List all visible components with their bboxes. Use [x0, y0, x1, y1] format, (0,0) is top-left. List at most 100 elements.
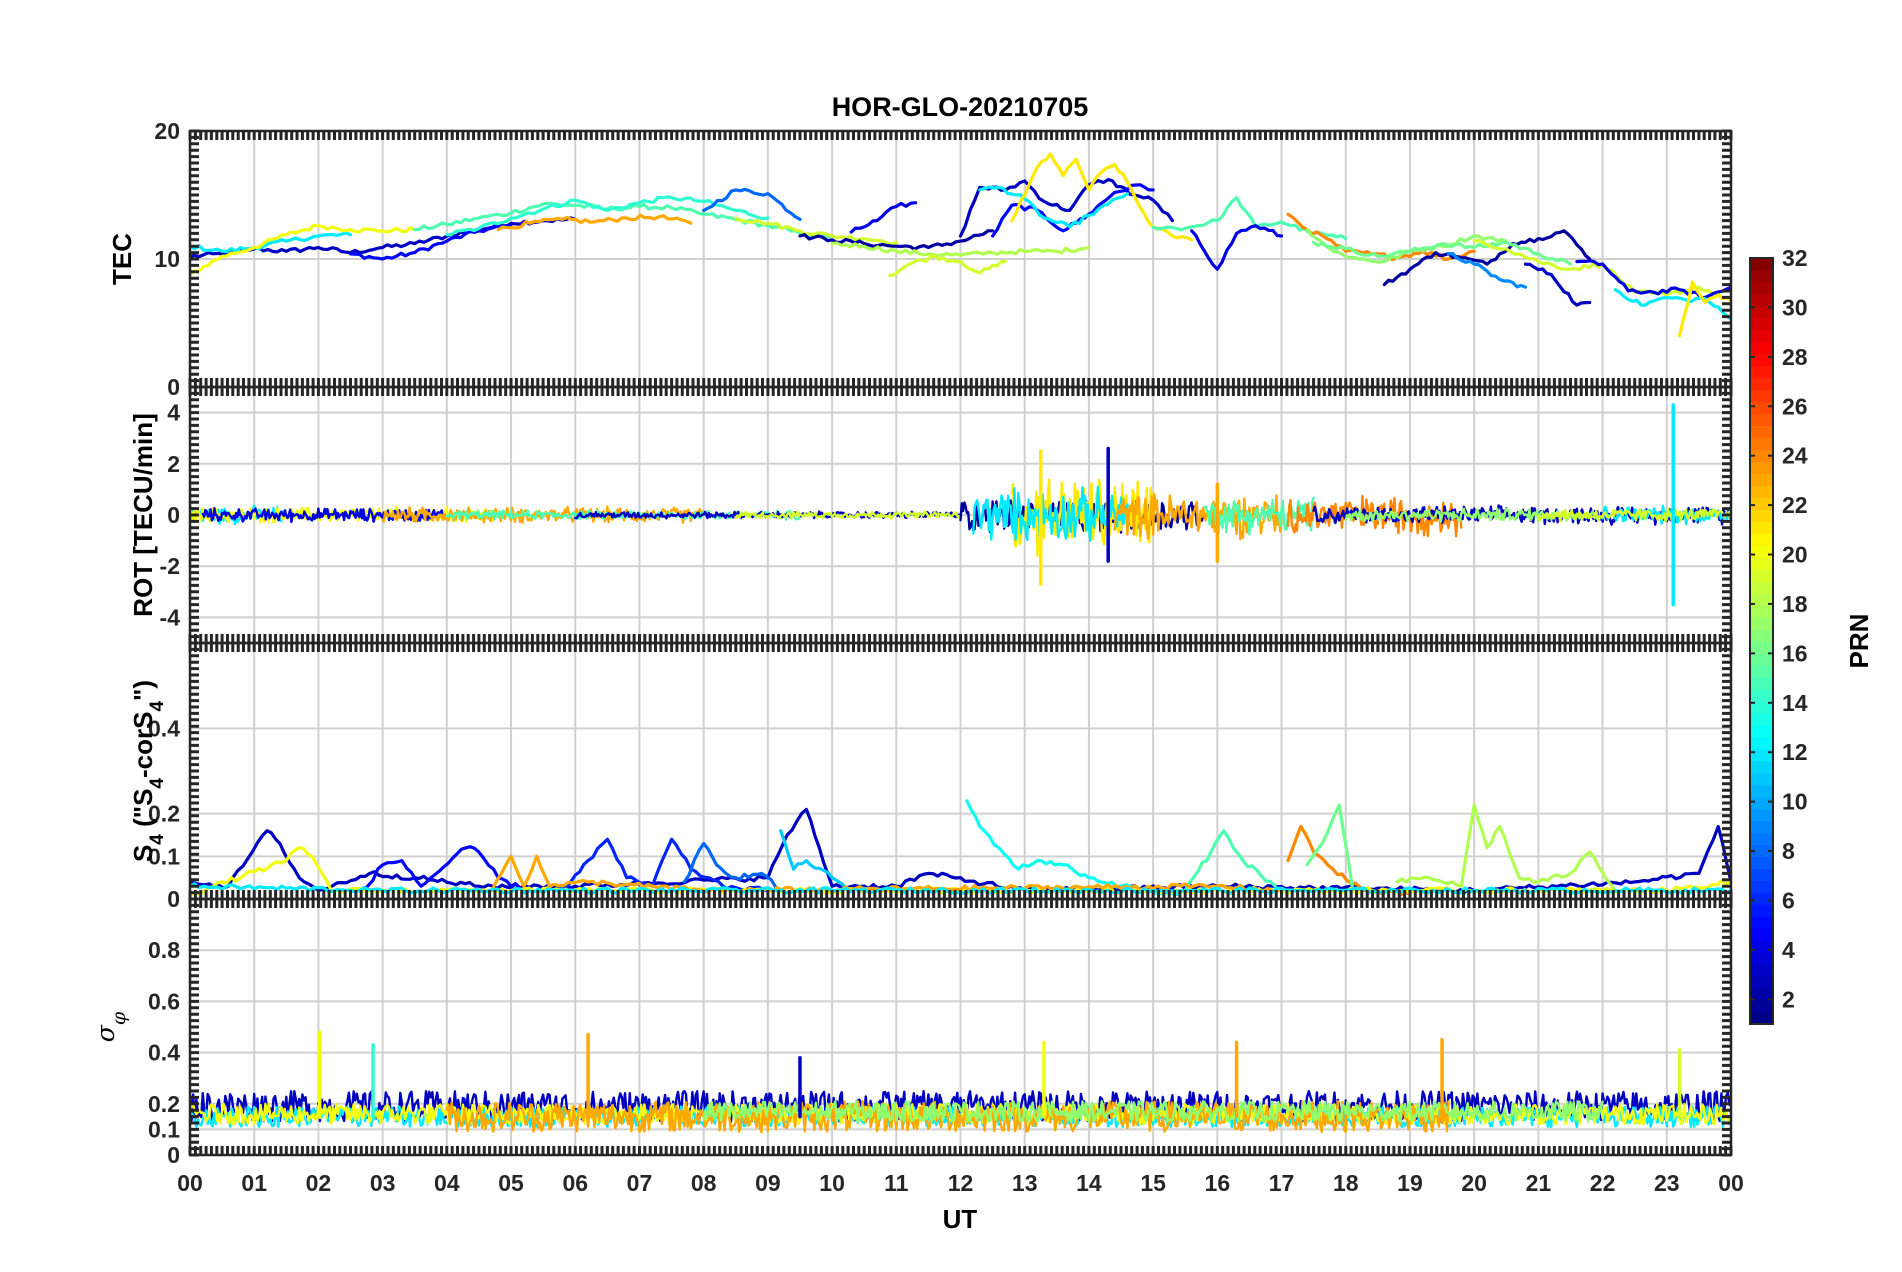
series-line [1190, 224, 1284, 271]
y-label-tec: TEC [107, 233, 137, 285]
colorbar-tick-label: 8 [1782, 838, 1795, 864]
colorbar-cell [1750, 449, 1773, 463]
y-tick-label: 10 [154, 246, 180, 272]
series-line [1286, 212, 1476, 262]
colorbar-cell [1750, 964, 1773, 977]
colorbar-cell [1750, 557, 1773, 570]
colorbar-label: PRN [1844, 614, 1874, 669]
y-tick-label: 20 [154, 118, 180, 144]
colorbar-tick-label: 20 [1782, 542, 1808, 568]
colorbar-cell [1750, 664, 1773, 678]
colorbar-cell [1750, 258, 1773, 271]
series-burst [190, 505, 500, 524]
colorbar-cell [1750, 581, 1773, 594]
series-line [190, 223, 417, 276]
x-tick-label: 13 [1012, 1170, 1038, 1196]
colorbar-tick-label: 4 [1782, 937, 1795, 963]
x-tick-label: 11 [884, 1170, 909, 1196]
y-label-s4: S4 ("S4-corS4") [128, 680, 168, 862]
colorbar-cell [1750, 425, 1773, 439]
x-tick-label: 04 [434, 1170, 460, 1196]
colorbar-tick-label: 12 [1782, 739, 1808, 765]
y-tick-label: 0.1 [148, 843, 180, 869]
colorbar-cell [1750, 832, 1773, 846]
colorbar-cell [1750, 533, 1773, 546]
y-tick-label: 4 [167, 400, 180, 426]
colorbar-cell [1750, 269, 1773, 283]
colorbar-cell [1750, 485, 1773, 498]
colorbar-tick-label: 32 [1782, 245, 1808, 271]
series-burst [972, 485, 1129, 542]
colorbar-cell [1750, 593, 1773, 606]
y-label-s4-part: 4 [147, 701, 168, 712]
x-tick-label: 21 [1526, 1170, 1552, 1196]
colorbar-cell [1750, 413, 1773, 427]
y-tick-label: 2 [167, 451, 180, 477]
y-tick-label: -2 [160, 553, 180, 579]
panel-tec: 0 10 20 [154, 118, 1733, 400]
colorbar-tick-label: 28 [1782, 344, 1808, 370]
data-sigma_phi [190, 1030, 1731, 1134]
x-tick-label: 07 [627, 1170, 653, 1196]
series-line [1312, 240, 1573, 266]
colorbar-cell [1750, 617, 1773, 630]
colorbar-cell [1750, 641, 1773, 654]
x-tick-label: 09 [755, 1170, 781, 1196]
colorbar-tick-label: 24 [1782, 443, 1808, 469]
x-tick-label: 00 [1718, 1170, 1744, 1196]
series-band [445, 1100, 1450, 1134]
data-rot [190, 403, 1731, 607]
y-label-s4-part: ("S [128, 789, 158, 835]
data-tec [190, 152, 1731, 338]
colorbar-cell [1750, 329, 1773, 343]
colorbar-frame [1749, 257, 1774, 1025]
colorbar-cell [1750, 904, 1773, 917]
colorbar-cell [1750, 545, 1773, 558]
x-tick-label: 23 [1654, 1170, 1680, 1196]
colorbar-cell [1750, 736, 1773, 750]
colorbar-cell [1750, 401, 1773, 415]
colorbar-cell [1750, 293, 1773, 307]
x-axis-label: UT [943, 1204, 978, 1234]
colorbar-tick-label: 26 [1782, 393, 1808, 419]
colorbar-cell [1750, 940, 1773, 953]
colorbar-cell [1750, 748, 1773, 762]
colorbar-cell [1750, 868, 1773, 881]
series-line [965, 799, 1181, 897]
y-tick-label: 0.2 [148, 801, 180, 827]
colorbar-cell [1750, 796, 1773, 810]
colorbar-cell [1750, 772, 1773, 786]
series-line [1395, 803, 1617, 893]
y-label-sigma: σ [91, 1024, 120, 1042]
y-tick-label: -4 [160, 604, 181, 630]
panel-sigma_phi: 00.10.2 0.4 0.6 0.8 [148, 897, 1733, 1168]
tick-marks [188, 129, 1733, 389]
x-tick-label: 16 [1205, 1170, 1231, 1196]
colorbar-cell [1750, 976, 1773, 989]
colorbar-cell [1750, 473, 1773, 487]
x-tick-label: 05 [498, 1170, 524, 1196]
colorbar-cell [1750, 281, 1773, 295]
x-tick-label: 19 [1397, 1170, 1423, 1196]
x-tick-label: 18 [1333, 1170, 1359, 1196]
y-label-phi: φ [108, 1011, 130, 1025]
colorbar-cell [1750, 1012, 1773, 1025]
series-burst [959, 494, 1206, 534]
x-tick-label: 17 [1269, 1170, 1295, 1196]
series-line [779, 829, 853, 893]
colorbar-tick-label: 22 [1782, 492, 1808, 518]
series-line [1613, 288, 1731, 321]
colorbar-cell [1750, 652, 1773, 666]
colorbar-cell [1750, 724, 1773, 738]
tick-marks [188, 897, 1733, 1157]
series-burst [734, 510, 962, 520]
panel-ticks [188, 385, 1733, 645]
colorbar-cell [1750, 808, 1773, 822]
colorbar-cell [1750, 784, 1773, 798]
colorbar-cell [1750, 856, 1773, 870]
series-line [798, 229, 995, 251]
chart-title: HOR-GLO-20210705 [832, 92, 1089, 122]
y-tick-label: 0.4 [148, 715, 180, 741]
x-tick-label: 03 [370, 1170, 396, 1196]
